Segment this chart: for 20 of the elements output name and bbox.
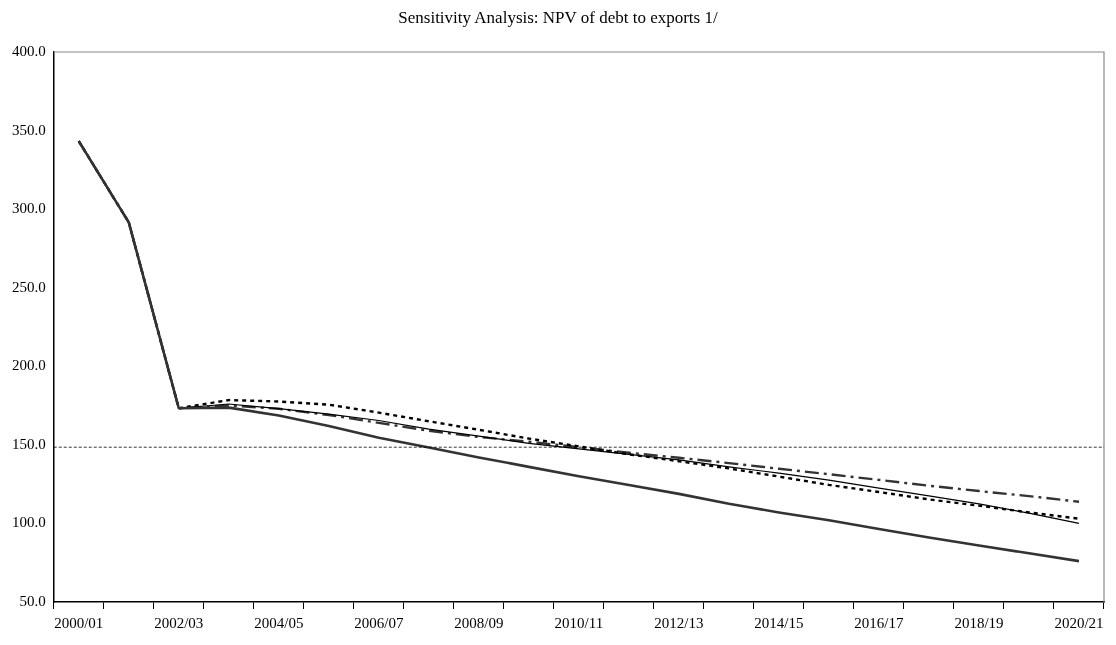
- y-tick-label: 250.0: [12, 278, 46, 295]
- x-tick-label: 2018/19: [954, 614, 1004, 631]
- y-tick-label: 400.0: [12, 42, 46, 59]
- x-tick-label: 2002/03: [154, 614, 204, 631]
- chart-title: Sensitivity Analysis: NPV of debt to exports 1/: [397, 8, 719, 28]
- x-tick-label: 2004/05: [254, 614, 304, 631]
- x-tick-label: 2020/21: [1054, 614, 1104, 631]
- x-tick-label: 2000/01: [54, 614, 104, 631]
- y-tick-label: 200.0: [12, 357, 46, 374]
- x-tick-label: 2012/13: [654, 614, 704, 631]
- y-tick-label: 150.0: [12, 435, 46, 452]
- y-tick-label: 50.0: [19, 592, 46, 609]
- x-tick-label: 2006/07: [354, 614, 404, 631]
- x-tick-label: 2010/11: [554, 614, 604, 631]
- x-tick-label: 2008/09: [454, 614, 504, 631]
- y-tick-label: 300.0: [12, 200, 46, 217]
- x-tick-label: 2014/15: [754, 614, 804, 631]
- x-tick-label: 2016/17: [854, 614, 905, 631]
- y-tick-label: 100.0: [12, 514, 46, 531]
- y-tick-label: 350.0: [12, 121, 46, 138]
